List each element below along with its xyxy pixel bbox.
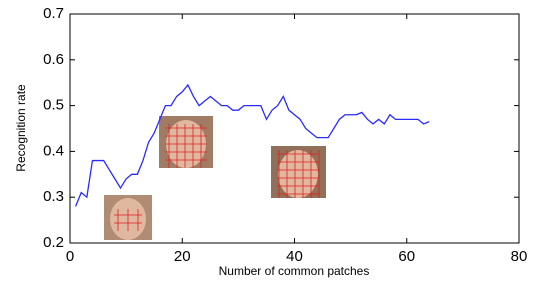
y-tick-label: 0.5 bbox=[43, 97, 64, 114]
face-image bbox=[271, 146, 326, 198]
y-tick-label: 0.6 bbox=[43, 51, 64, 68]
face-image bbox=[104, 195, 152, 240]
y-tick-label: 0.2 bbox=[43, 234, 64, 251]
x-tick-label: 0 bbox=[66, 248, 74, 265]
x-tick-label: 40 bbox=[286, 248, 303, 265]
x-tick-label: 80 bbox=[511, 248, 528, 265]
y-tick-label: 0.4 bbox=[43, 142, 64, 159]
x-axis-label: Number of common patches bbox=[219, 264, 370, 278]
face-image bbox=[159, 116, 213, 168]
y-tick-label: 0.7 bbox=[43, 5, 64, 22]
x-tick-label: 60 bbox=[398, 248, 415, 265]
face-images bbox=[104, 116, 326, 240]
chart: Number of common patches Recognition rat… bbox=[0, 0, 539, 284]
y-axis-label: Recognition rate bbox=[14, 84, 28, 172]
x-tick-label: 20 bbox=[174, 248, 191, 265]
y-tick-label: 0.3 bbox=[43, 188, 64, 205]
line bbox=[76, 85, 430, 206]
